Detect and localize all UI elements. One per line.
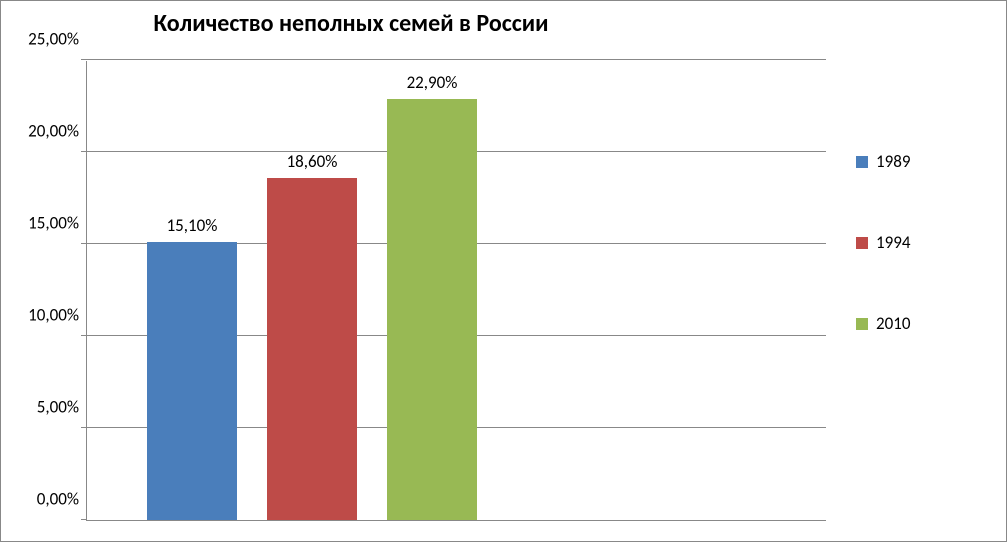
bar-label: 15,10% <box>167 215 218 236</box>
bar-1989: 15,10% <box>147 242 237 520</box>
y-tick-label: 10,00% <box>28 305 79 326</box>
legend-swatch <box>856 156 868 168</box>
y-tick-label: 0,00% <box>37 489 79 510</box>
y-tick-mark <box>81 59 87 60</box>
legend-swatch <box>856 237 868 249</box>
gridline <box>87 59 826 60</box>
y-tick-label: 20,00% <box>28 121 79 142</box>
y-tick-label: 25,00% <box>28 29 79 50</box>
legend-item-1994: 1994 <box>856 232 976 253</box>
bar-1994: 18,60% <box>267 178 357 520</box>
y-tick-label: 15,00% <box>28 213 79 234</box>
y-tick-label: 5,00% <box>37 397 79 418</box>
bar-2010: 22,90% <box>387 99 477 520</box>
chart-container: Количество неполных семей в России 0,00%… <box>0 0 1007 542</box>
bar-label: 18,60% <box>287 151 338 172</box>
legend-label: 1989 <box>876 151 910 172</box>
legend-item-2010: 2010 <box>856 313 976 334</box>
legend-label: 2010 <box>876 313 910 334</box>
legend-item-1989: 1989 <box>856 151 976 172</box>
legend: 1989 1994 2010 <box>856 151 976 394</box>
bar-label: 22,90% <box>407 72 458 93</box>
plot-area: 0,00%5,00%10,00%15,00%20,00%25,00% 15,10… <box>86 61 826 521</box>
bars-group: 15,10% 18,60% 22,90% <box>87 61 826 520</box>
legend-label: 1994 <box>876 232 910 253</box>
chart-title: Количество неполных семей в России <box>1 9 701 38</box>
legend-swatch <box>856 318 868 330</box>
